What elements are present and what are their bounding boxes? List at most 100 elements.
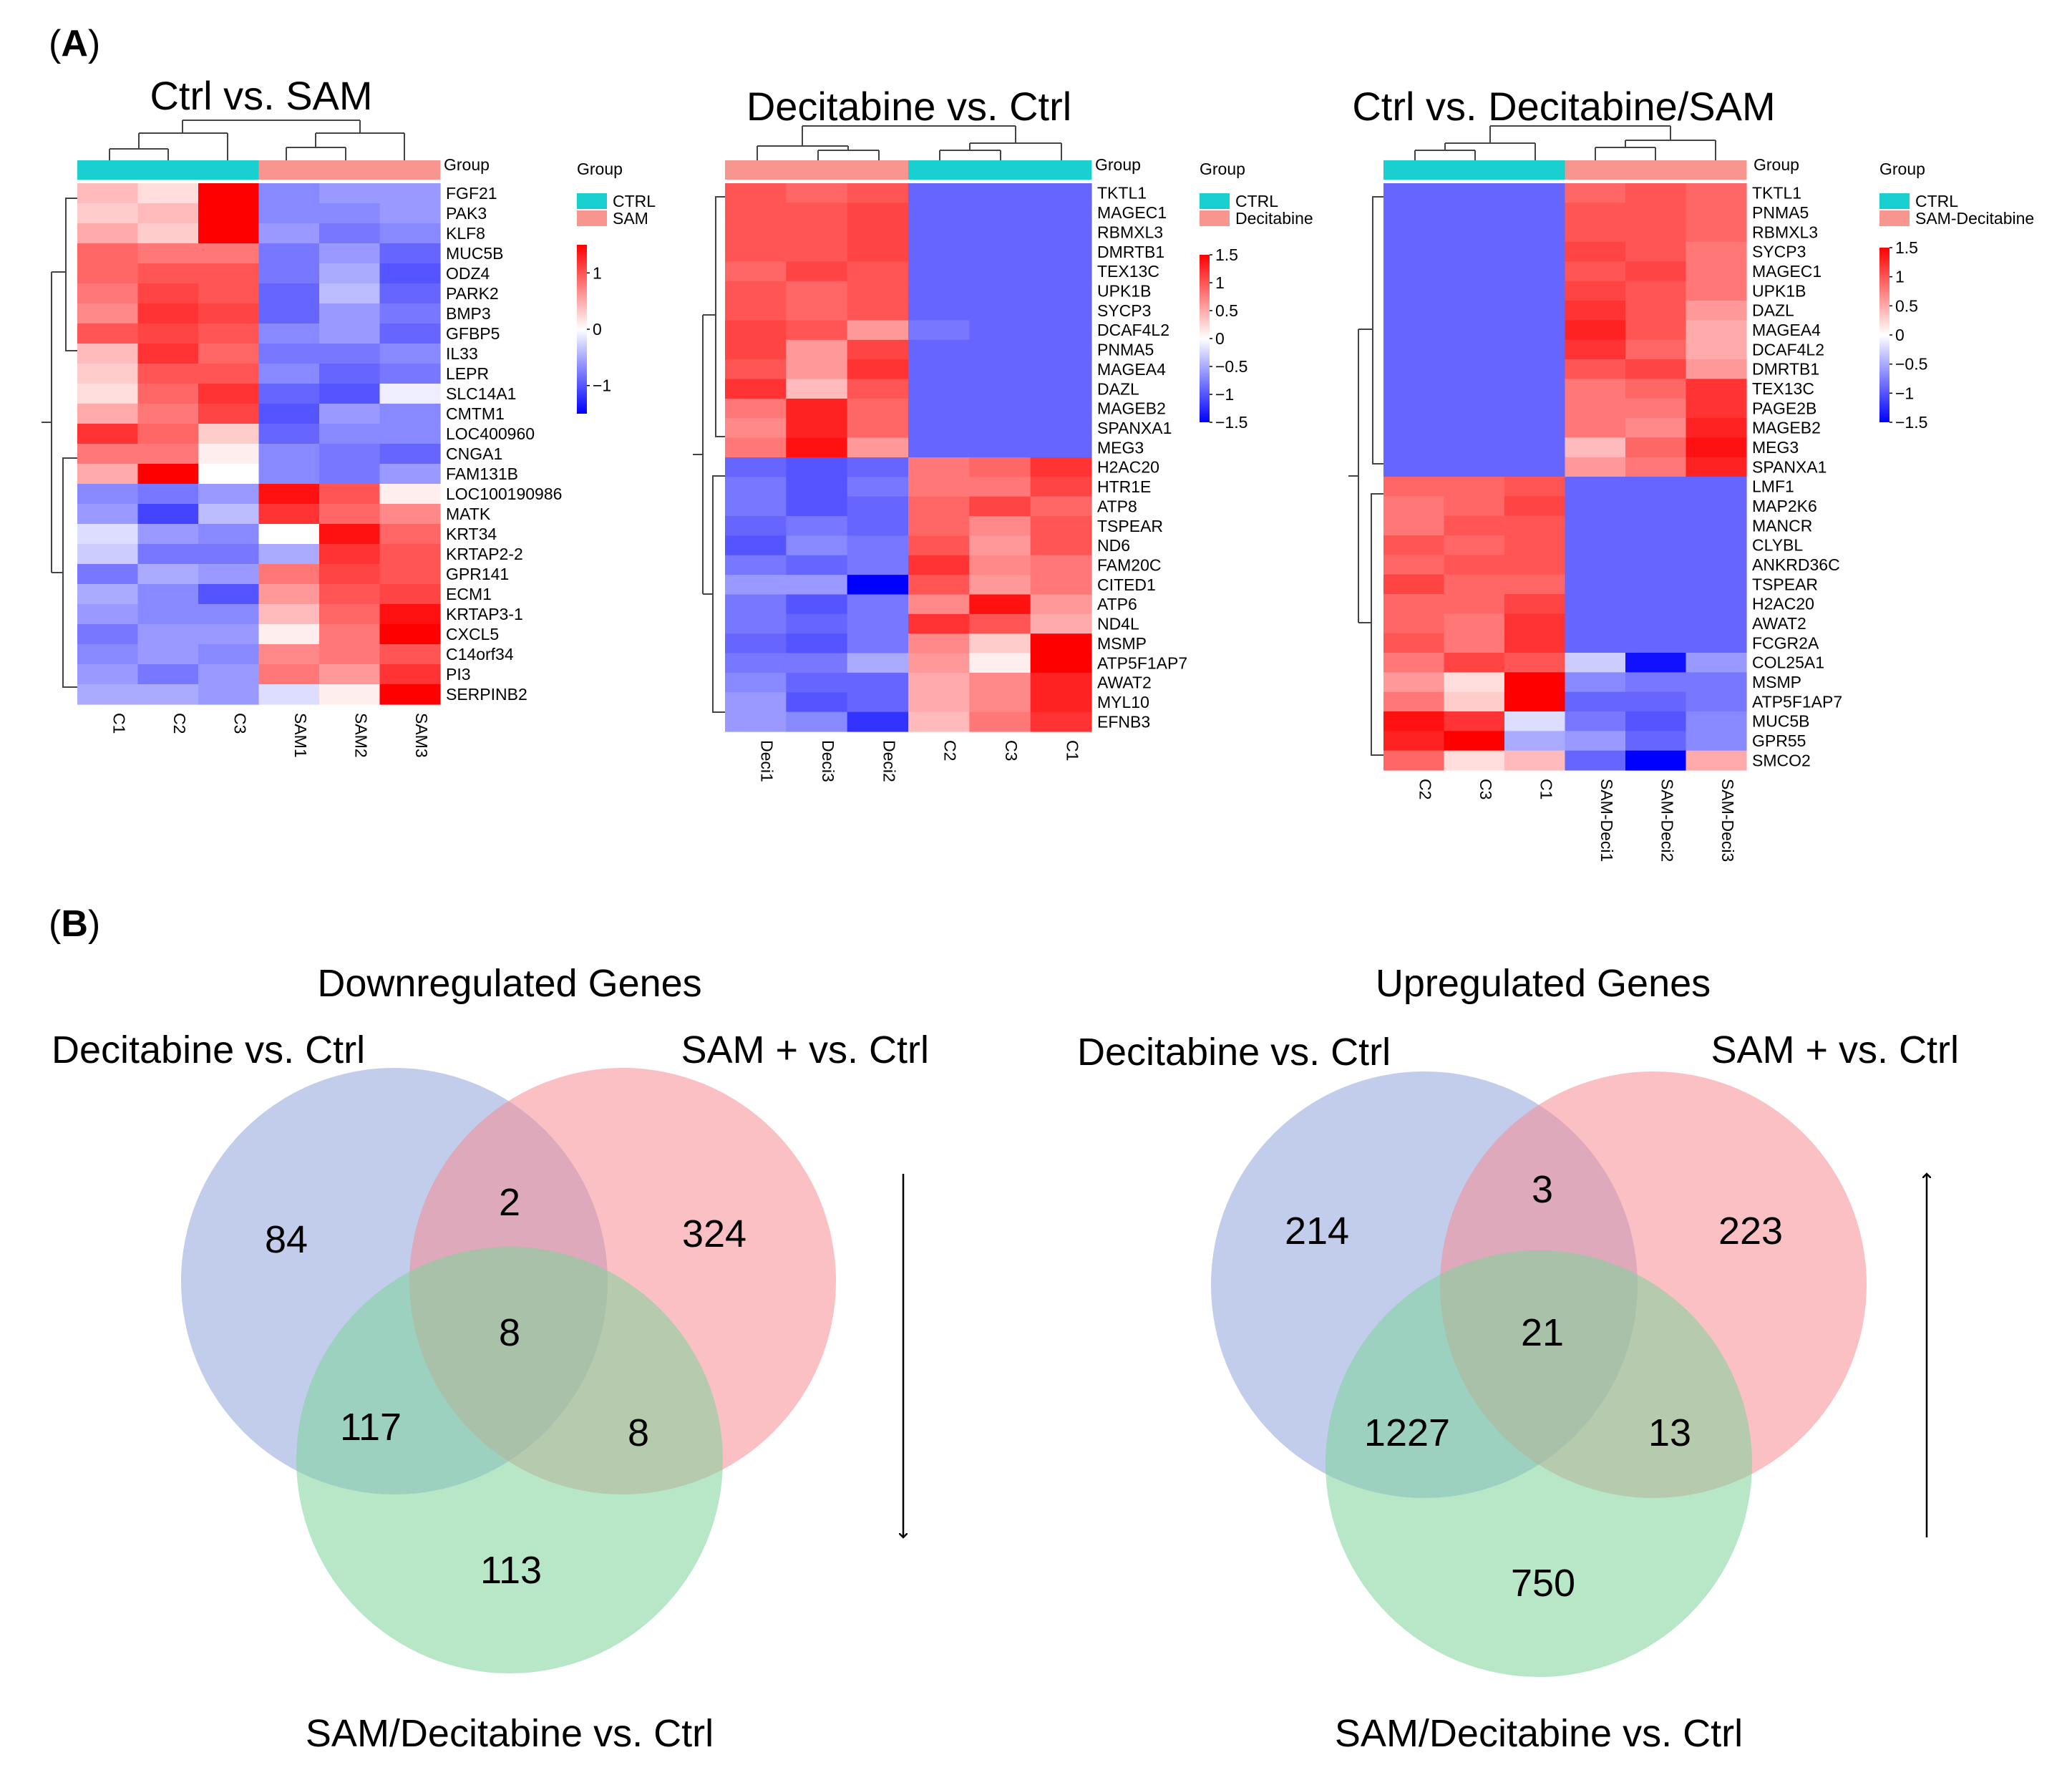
gene-label: MYL10 bbox=[1097, 693, 1149, 711]
heatmap-cell bbox=[1444, 711, 1505, 731]
heatmap-cell bbox=[1686, 477, 1747, 497]
sample-label: C1 bbox=[1063, 740, 1081, 761]
heatmap-cell bbox=[969, 418, 1031, 439]
colorbar-tick-label: 1.5 bbox=[1215, 245, 1238, 264]
legend-item-treat: SAM bbox=[613, 209, 648, 228]
heatmap-cell bbox=[77, 324, 139, 344]
heatmap-cell bbox=[379, 464, 441, 485]
heatmap-cell bbox=[137, 384, 199, 404]
heatmap-cell bbox=[1444, 222, 1505, 243]
heatmap-cell bbox=[1444, 496, 1505, 517]
heatmap-cell bbox=[1030, 535, 1092, 556]
legend-item-ctrl: CTRL bbox=[1235, 192, 1278, 210]
heatmap-cell bbox=[1625, 437, 1687, 458]
heatmap-cell bbox=[379, 424, 441, 444]
heatmap-cell bbox=[137, 404, 199, 424]
heatmap-cell bbox=[137, 504, 199, 525]
sample-label: C3 bbox=[230, 713, 249, 734]
heatmap-cell bbox=[77, 404, 139, 424]
heatmap-cell bbox=[1030, 359, 1092, 380]
gene-label: CMTM1 bbox=[446, 404, 505, 423]
heatmap-cell bbox=[908, 261, 970, 282]
heatmap-cell bbox=[379, 624, 441, 645]
gene-label: SERPINB2 bbox=[446, 685, 527, 704]
colorbar-gradient bbox=[1200, 255, 1210, 422]
heatmap-cell bbox=[1625, 379, 1687, 399]
heatmap-cell bbox=[1504, 301, 1566, 321]
heatmap-cell bbox=[258, 384, 320, 404]
heatmap-cell bbox=[379, 324, 441, 344]
heatmap-cell bbox=[786, 633, 848, 654]
heatmap-title: Ctrl vs. SAM bbox=[150, 73, 372, 118]
heatmap-cell bbox=[847, 457, 909, 477]
heatmap-cell bbox=[1565, 691, 1626, 712]
heatmap-cell bbox=[1565, 457, 1626, 477]
venn-title: Downregulated Genes bbox=[317, 962, 701, 1005]
heatmap-cell bbox=[379, 303, 441, 324]
heatmap-cell bbox=[77, 344, 139, 364]
heatmap-cell bbox=[847, 339, 909, 360]
legend-swatch-treat bbox=[1879, 210, 1910, 226]
heatmap-cell bbox=[725, 320, 787, 341]
gene-label: ATP5F1AP7 bbox=[1097, 653, 1187, 672]
heatmap-cell bbox=[1686, 574, 1747, 595]
heatmap-cell bbox=[969, 437, 1031, 458]
heatmap-cell bbox=[319, 604, 381, 625]
gene-label: PAGE2B bbox=[1752, 399, 1816, 417]
heatmap-cell bbox=[1504, 574, 1566, 595]
heatmap-cell bbox=[1383, 672, 1445, 693]
heatmap-cell bbox=[1444, 261, 1505, 282]
heatmap-cell bbox=[1030, 711, 1092, 732]
venn-count-all: 8 bbox=[499, 1311, 520, 1354]
heatmap-cell bbox=[379, 684, 441, 705]
heatmap-cell bbox=[847, 222, 909, 243]
column-dendrogram bbox=[109, 120, 405, 160]
gene-label: H2AC20 bbox=[1097, 458, 1159, 477]
heatmap-cell bbox=[1383, 222, 1445, 243]
heatmap-cell bbox=[786, 672, 848, 693]
gene-label: TKTL1 bbox=[1752, 184, 1801, 203]
heatmap-cell bbox=[319, 464, 381, 485]
heatmap-cell bbox=[847, 672, 909, 693]
heatmap-cell bbox=[258, 664, 320, 685]
heatmap-cell bbox=[258, 524, 320, 545]
heatmap-cell bbox=[908, 672, 970, 693]
sample-label: SAM2 bbox=[351, 713, 370, 758]
heatmap-cell bbox=[1625, 574, 1687, 595]
heatmap-cell bbox=[786, 261, 848, 282]
heatmap-cell bbox=[725, 672, 787, 693]
colorbar-tick-label: 0.5 bbox=[1895, 296, 1918, 315]
heatmap-cell bbox=[786, 242, 848, 263]
heatmap-cell bbox=[1504, 222, 1566, 243]
group-annotation-cell bbox=[1504, 160, 1565, 180]
gene-label: KRTAP3-1 bbox=[446, 605, 523, 623]
heatmap-cell bbox=[258, 424, 320, 444]
heatmap-cell bbox=[198, 283, 260, 304]
gene-label: TSPEAR bbox=[1097, 517, 1163, 535]
colorbar-tick-label: −1.5 bbox=[1895, 413, 1927, 432]
heatmap-cell bbox=[1686, 750, 1747, 771]
heatmap-cell bbox=[786, 535, 848, 556]
heatmap-cell bbox=[319, 283, 381, 304]
heatmap-cell bbox=[847, 281, 909, 301]
heatmap-cell bbox=[77, 584, 139, 605]
heatmap-cell bbox=[1444, 672, 1505, 693]
colorbar-tick-label: 0 bbox=[593, 320, 602, 339]
group-annotation-cell bbox=[908, 160, 970, 180]
group-annotation-cell bbox=[1625, 160, 1686, 180]
heatmap-cell bbox=[1030, 477, 1092, 497]
colorbar-tick-label: 1.5 bbox=[1895, 238, 1918, 257]
colorbar-gradient bbox=[577, 245, 587, 414]
gene-label: PI3 bbox=[446, 665, 471, 684]
gene-label: EFNB3 bbox=[1097, 712, 1150, 731]
heatmap-cell bbox=[1686, 672, 1747, 693]
heatmap-cell bbox=[198, 203, 260, 224]
gene-label: MUC5B bbox=[1752, 712, 1810, 731]
heatmap-cell bbox=[786, 496, 848, 517]
heatmap-cell bbox=[1030, 261, 1092, 282]
row-dendrogram bbox=[42, 198, 77, 688]
heatmap-cell bbox=[1444, 555, 1505, 575]
heatmap-cell bbox=[786, 477, 848, 497]
heatmap-cell bbox=[198, 444, 260, 465]
heatmap-cell bbox=[1686, 653, 1747, 673]
